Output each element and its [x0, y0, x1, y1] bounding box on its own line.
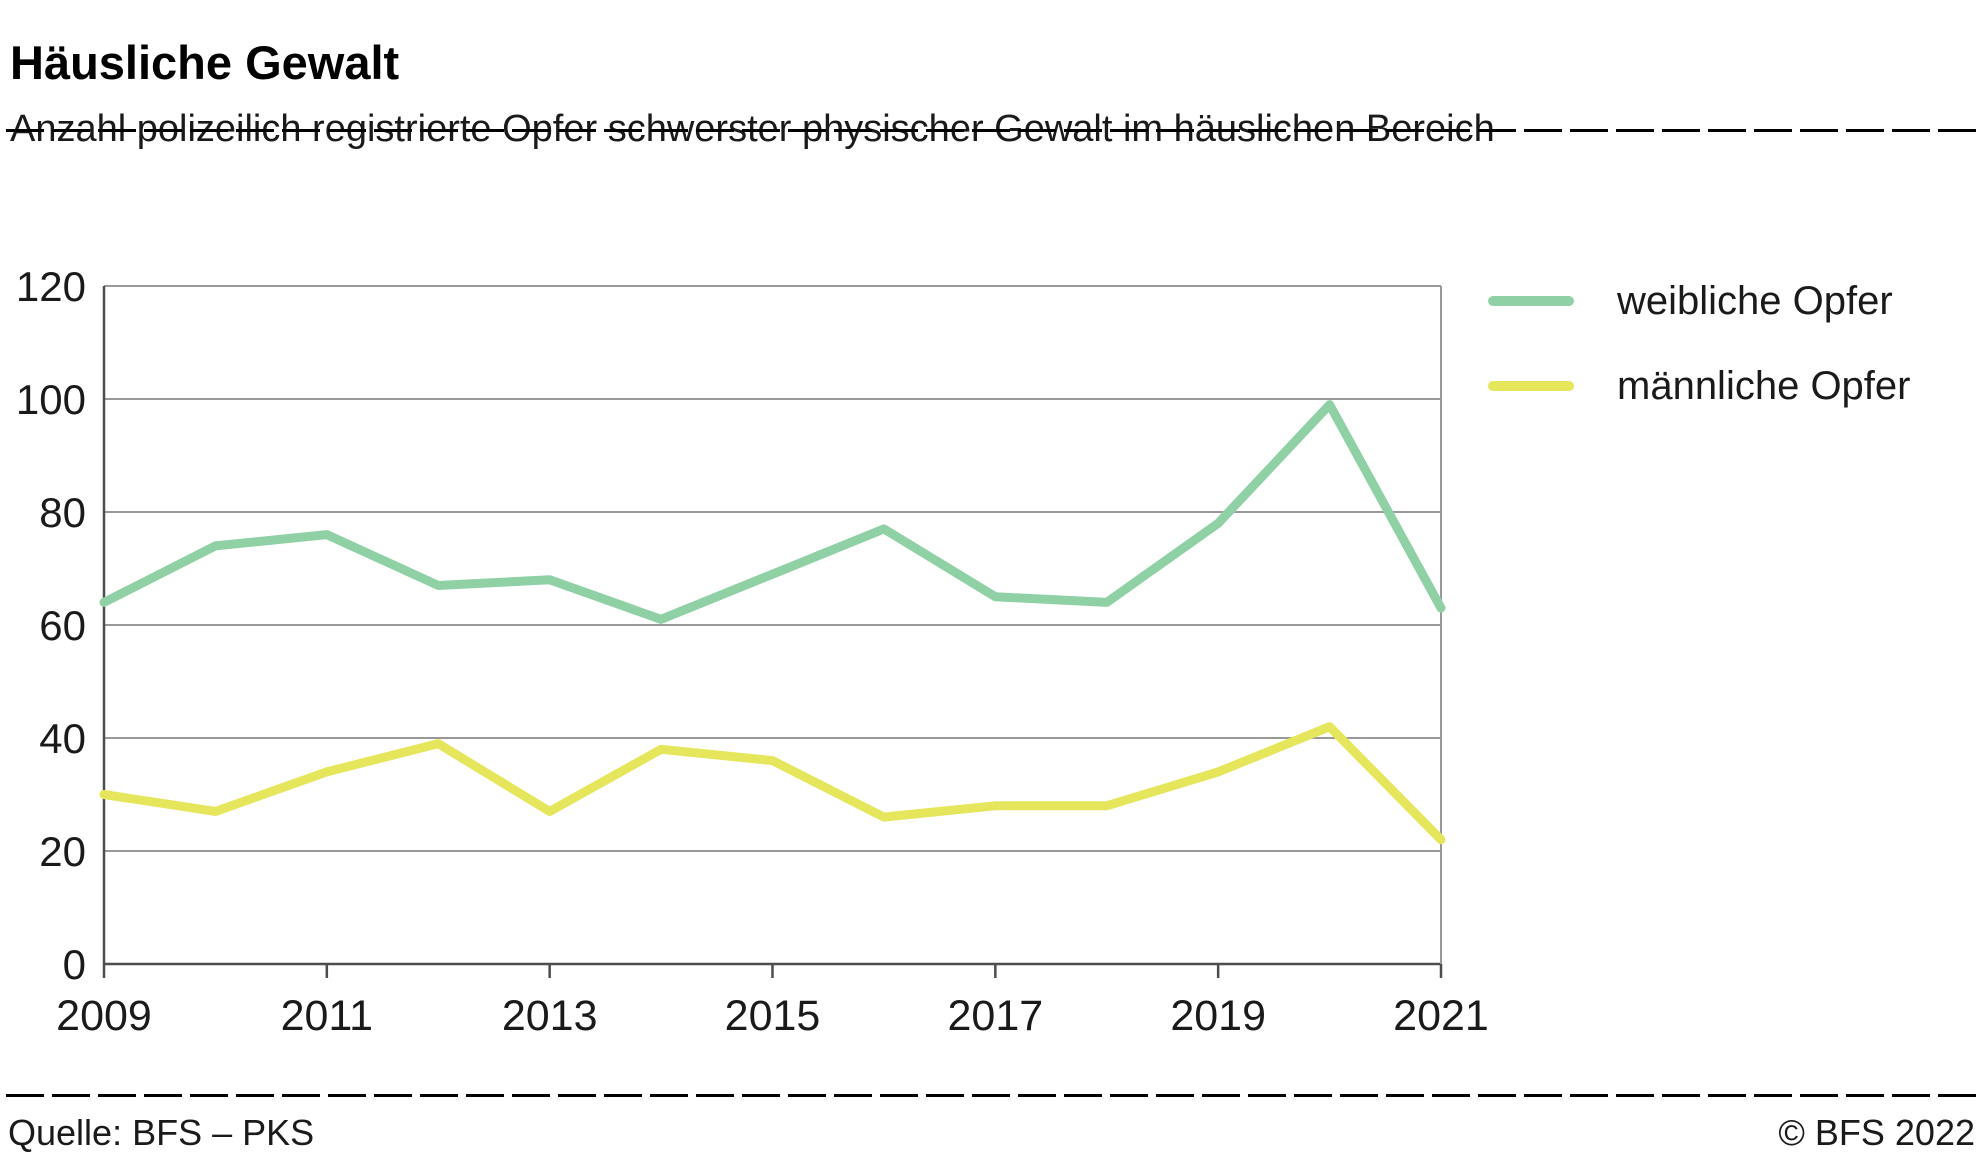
- x-tick-label: 2019: [1170, 992, 1266, 1040]
- y-tick-label: 100: [16, 376, 86, 423]
- legend-label: weibliche Opfer: [1617, 278, 1893, 323]
- x-tick-label: 2017: [947, 992, 1043, 1040]
- y-tick-label: 60: [39, 602, 86, 649]
- footer-divider: [6, 1094, 1977, 1097]
- y-tick-label: 0: [63, 941, 86, 988]
- legend-item-weibliche-opfer: weibliche Opfer: [1488, 277, 1910, 325]
- page-title: Häusliche Gewalt: [10, 36, 400, 90]
- y-tick-label: 80: [39, 489, 86, 536]
- source-note: Quelle: BFS – PKS: [8, 1112, 315, 1153]
- x-tick-label: 2021: [1393, 992, 1489, 1040]
- series-line-männliche-opfer: [99, 722, 1446, 845]
- y-tick-label: 120: [16, 263, 86, 310]
- legend-swatch: [1488, 296, 1574, 306]
- x-tick-label: 2011: [281, 992, 373, 1040]
- legend-label: männliche Opfer: [1617, 363, 1911, 408]
- header-divider: [6, 129, 1977, 132]
- series-line-weibliche-opfer: [99, 400, 1446, 624]
- y-tick-label: 40: [39, 715, 86, 762]
- legend-item-männliche-opfer: männliche Opfer: [1488, 362, 1910, 410]
- x-tick-label: 2013: [502, 992, 598, 1040]
- x-tick-label: 2015: [725, 992, 821, 1040]
- chart-legend: weibliche Opfer männliche Opfer: [1488, 277, 1910, 410]
- legend-swatch: [1488, 381, 1574, 391]
- y-tick-label: 20: [39, 828, 86, 875]
- x-tick-label: 2009: [56, 992, 152, 1040]
- copyright-note: © BFS 2022: [1778, 1112, 1975, 1153]
